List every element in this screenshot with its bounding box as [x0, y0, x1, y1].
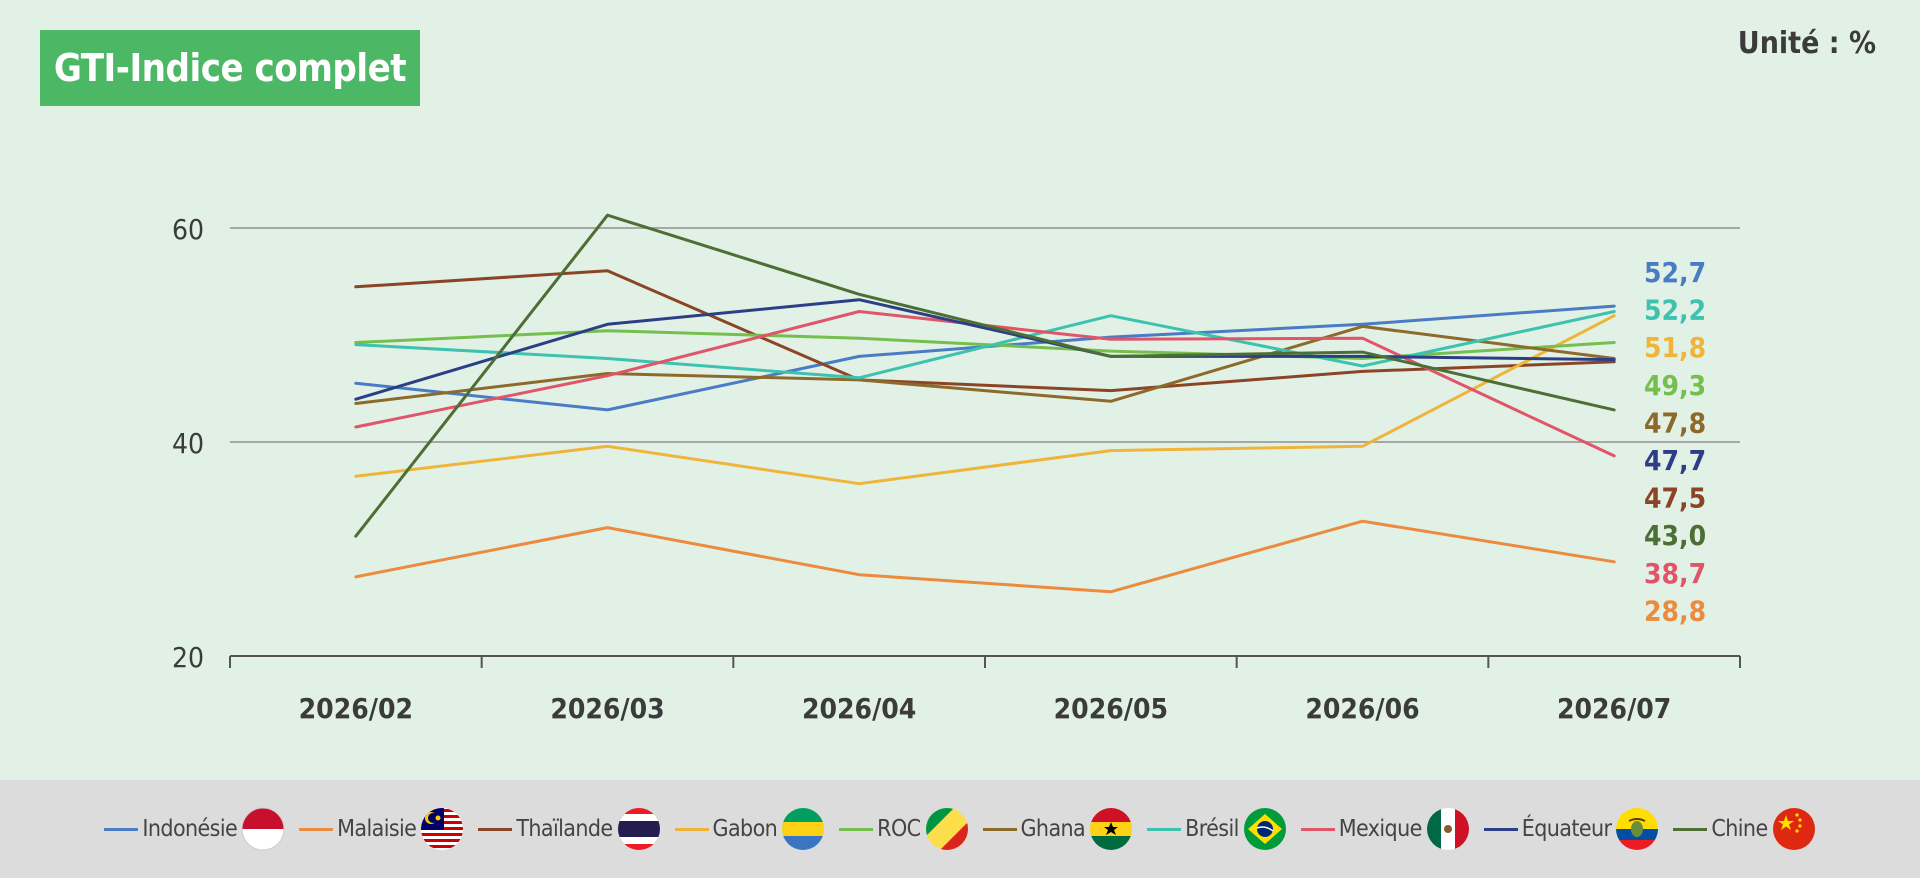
legend-item: Gabon — [674, 807, 826, 851]
end-value-label: 38,7 — [1644, 557, 1706, 590]
y-tick-label: 20 — [172, 641, 204, 674]
end-value-label: 49,3 — [1644, 369, 1706, 402]
y-tick-label: 60 — [172, 213, 204, 246]
x-tick-label: 2026/03 — [550, 692, 664, 725]
mexico-flag-icon — [1426, 808, 1469, 850]
end-value-label: 52,7 — [1644, 256, 1706, 289]
series-line — [354, 269, 1616, 393]
legend-label: Brésil — [1185, 816, 1239, 842]
roc-flag-icon — [925, 808, 968, 850]
legend-item: Équateur — [1483, 807, 1660, 851]
chart-title: GTI-Indice complet — [40, 30, 420, 106]
unit-label: Unité : % — [1737, 26, 1876, 61]
legend-label: Équateur — [1521, 816, 1612, 842]
y-tick-label: 40 — [172, 427, 204, 460]
legend-line-swatch — [1673, 827, 1708, 831]
line-chart: 20 40 60 2026/02 2026/03 2026/04 2026/05 2026/0… — [172, 213, 1741, 725]
legend-item: Chine — [1673, 807, 1815, 851]
legend-item: Thaïlande — [478, 807, 660, 851]
legend-line-swatch — [104, 827, 139, 831]
legend: Indonésie Malaisie Thaïlande Gabon ROC Ghana B… — [0, 806, 1920, 852]
legend-item: Malaisie — [299, 807, 464, 851]
legend-label: Chine — [1711, 816, 1768, 842]
end-value-label: 28,8 — [1644, 594, 1706, 627]
legend-label: Ghana — [1020, 816, 1086, 842]
legend-line-swatch — [299, 827, 334, 831]
ecuador-flag-icon — [1616, 808, 1659, 850]
china-flag-icon — [1772, 808, 1815, 850]
legend-line-swatch — [478, 827, 513, 831]
x-tick-label: 2026/02 — [299, 692, 413, 725]
legend-label: Thaïlande — [516, 816, 613, 842]
legend-line-swatch — [1300, 827, 1335, 831]
end-value-label: 47,5 — [1644, 482, 1706, 515]
legend-label: Indonésie — [142, 816, 238, 842]
end-value-label: 52,2 — [1644, 294, 1706, 327]
x-tick-label: 2026/06 — [1305, 692, 1419, 725]
legend-label: ROC — [877, 816, 921, 842]
indonesia-flag-icon — [241, 807, 285, 851]
legend-item: Mexique — [1300, 807, 1470, 851]
end-value-label: 47,7 — [1644, 444, 1706, 477]
x-tick-label: 2026/07 — [1557, 692, 1671, 725]
gabon-flag-icon — [782, 808, 825, 850]
legend-line-swatch — [839, 827, 874, 831]
legend-label: Mexique — [1338, 816, 1423, 842]
legend-line-swatch — [1483, 827, 1518, 831]
thailand-flag-icon — [617, 808, 660, 850]
legend-line-swatch — [674, 827, 709, 831]
series-line — [354, 324, 1616, 405]
legend-item: ROC — [839, 807, 968, 851]
end-value-label: 47,8 — [1644, 406, 1706, 439]
legend-label: Malaisie — [337, 816, 417, 842]
series-line — [354, 314, 1616, 486]
legend-label: Gabon — [712, 816, 778, 842]
brazil-flag-icon — [1243, 808, 1286, 850]
malaysia-flag-icon — [421, 808, 464, 850]
series-line — [354, 298, 1616, 401]
legend-line-swatch — [982, 827, 1017, 831]
legend-line-swatch — [1147, 827, 1182, 831]
legend-item: Brésil — [1147, 807, 1287, 851]
x-tick-label: 2026/04 — [802, 692, 916, 725]
ghana-flag-icon — [1090, 808, 1133, 850]
series-line — [354, 519, 1616, 594]
legend-item: Indonésie — [104, 807, 285, 851]
legend-item: Ghana — [982, 807, 1134, 851]
end-value-label: 43,0 — [1644, 519, 1706, 552]
series-line — [354, 213, 1616, 538]
end-value-label: 51,8 — [1644, 331, 1706, 364]
x-tick-label: 2026/05 — [1054, 692, 1168, 725]
